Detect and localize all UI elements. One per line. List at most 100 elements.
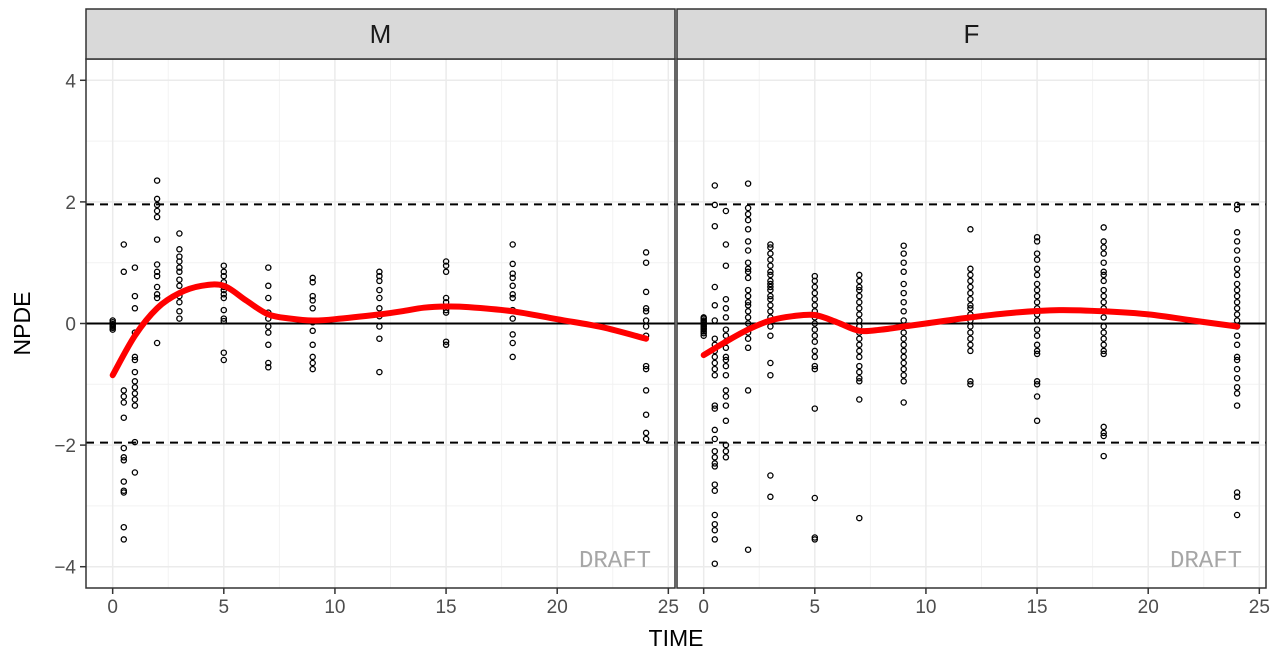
data-point <box>711 359 719 367</box>
data-point <box>1100 271 1107 279</box>
data-point <box>744 210 752 218</box>
data-point <box>722 441 730 449</box>
data-point <box>1233 201 1241 209</box>
strip-background <box>85 8 676 60</box>
data-point <box>811 338 819 345</box>
data-point <box>744 314 752 321</box>
data-point <box>1233 292 1241 300</box>
data-point <box>131 384 139 391</box>
data-point <box>309 341 316 349</box>
data-point <box>376 268 383 276</box>
data-point <box>153 236 161 243</box>
data-point <box>176 298 183 306</box>
x-tick-label: 25 <box>1249 597 1270 618</box>
data-point <box>711 511 719 519</box>
data-point <box>642 317 650 324</box>
data-point <box>811 365 819 373</box>
data-point <box>856 283 863 291</box>
data-point <box>767 323 774 330</box>
data-point <box>967 347 974 355</box>
data-point <box>722 362 730 370</box>
data-point <box>744 265 752 273</box>
data-point <box>767 280 774 288</box>
data-point <box>711 365 719 373</box>
data-point <box>1100 238 1107 245</box>
data-point <box>900 308 907 315</box>
data-point <box>900 371 907 379</box>
data-point <box>711 487 719 494</box>
data-point <box>309 327 316 335</box>
data-point <box>642 305 650 312</box>
data-point <box>120 399 128 406</box>
data-point <box>309 365 316 373</box>
data-point <box>509 315 516 322</box>
data-point <box>265 282 272 290</box>
data-point <box>811 347 819 355</box>
data-point <box>811 326 819 333</box>
data-point <box>1033 350 1041 358</box>
data-point <box>744 238 752 245</box>
data-point <box>711 426 719 434</box>
data-point <box>120 414 128 421</box>
data-point <box>711 222 719 230</box>
data-point <box>722 353 730 361</box>
data-point <box>1033 250 1041 257</box>
data-point <box>856 374 863 382</box>
data-point <box>722 371 730 379</box>
data-point <box>265 294 272 302</box>
data-point <box>711 405 719 412</box>
data-point <box>967 265 974 273</box>
data-point <box>153 294 161 302</box>
data-point <box>642 387 650 394</box>
data-point <box>767 295 774 303</box>
strip-background <box>676 8 1267 60</box>
data-point <box>1233 365 1241 373</box>
data-point <box>744 247 752 254</box>
data-point <box>642 365 650 373</box>
data-point <box>1033 332 1041 339</box>
draft-watermark: DRAFT <box>579 548 651 575</box>
data-point <box>1233 332 1241 339</box>
data-point <box>722 447 730 455</box>
data-point <box>811 405 819 412</box>
data-point <box>442 309 450 316</box>
y-tick-label: 4 <box>65 71 76 92</box>
data-point <box>1233 298 1241 306</box>
x-tick-label: 5 <box>219 597 230 618</box>
data-point <box>220 315 228 322</box>
data-point <box>967 289 974 297</box>
data-point <box>1033 271 1041 279</box>
data-point <box>967 323 974 330</box>
data-point <box>900 242 907 249</box>
data-point <box>509 331 516 338</box>
data-point <box>744 308 752 315</box>
data-point <box>1233 280 1241 288</box>
data-point <box>1100 224 1107 231</box>
data-point <box>744 180 752 187</box>
data-point <box>176 268 183 276</box>
data-point <box>767 262 774 269</box>
data-point <box>711 447 719 455</box>
data-point <box>1033 280 1041 288</box>
data-point <box>220 294 228 302</box>
data-point <box>642 308 650 315</box>
data-point <box>744 344 752 352</box>
data-point <box>1100 350 1107 358</box>
data-point <box>153 283 161 291</box>
data-point <box>967 302 974 309</box>
data-point <box>309 292 316 300</box>
data-point <box>900 365 907 373</box>
data-point <box>1233 247 1241 254</box>
x-tick-label: 0 <box>698 597 709 618</box>
data-point <box>509 241 516 248</box>
data-point <box>1100 286 1107 294</box>
x-tick-label: 25 <box>658 597 679 618</box>
data-point <box>153 207 161 215</box>
data-point <box>1233 256 1241 263</box>
data-point <box>1233 402 1241 409</box>
data-point <box>900 341 907 349</box>
data-point <box>711 463 719 470</box>
data-point <box>120 387 128 394</box>
data-point <box>711 435 719 443</box>
data-point <box>176 246 183 253</box>
